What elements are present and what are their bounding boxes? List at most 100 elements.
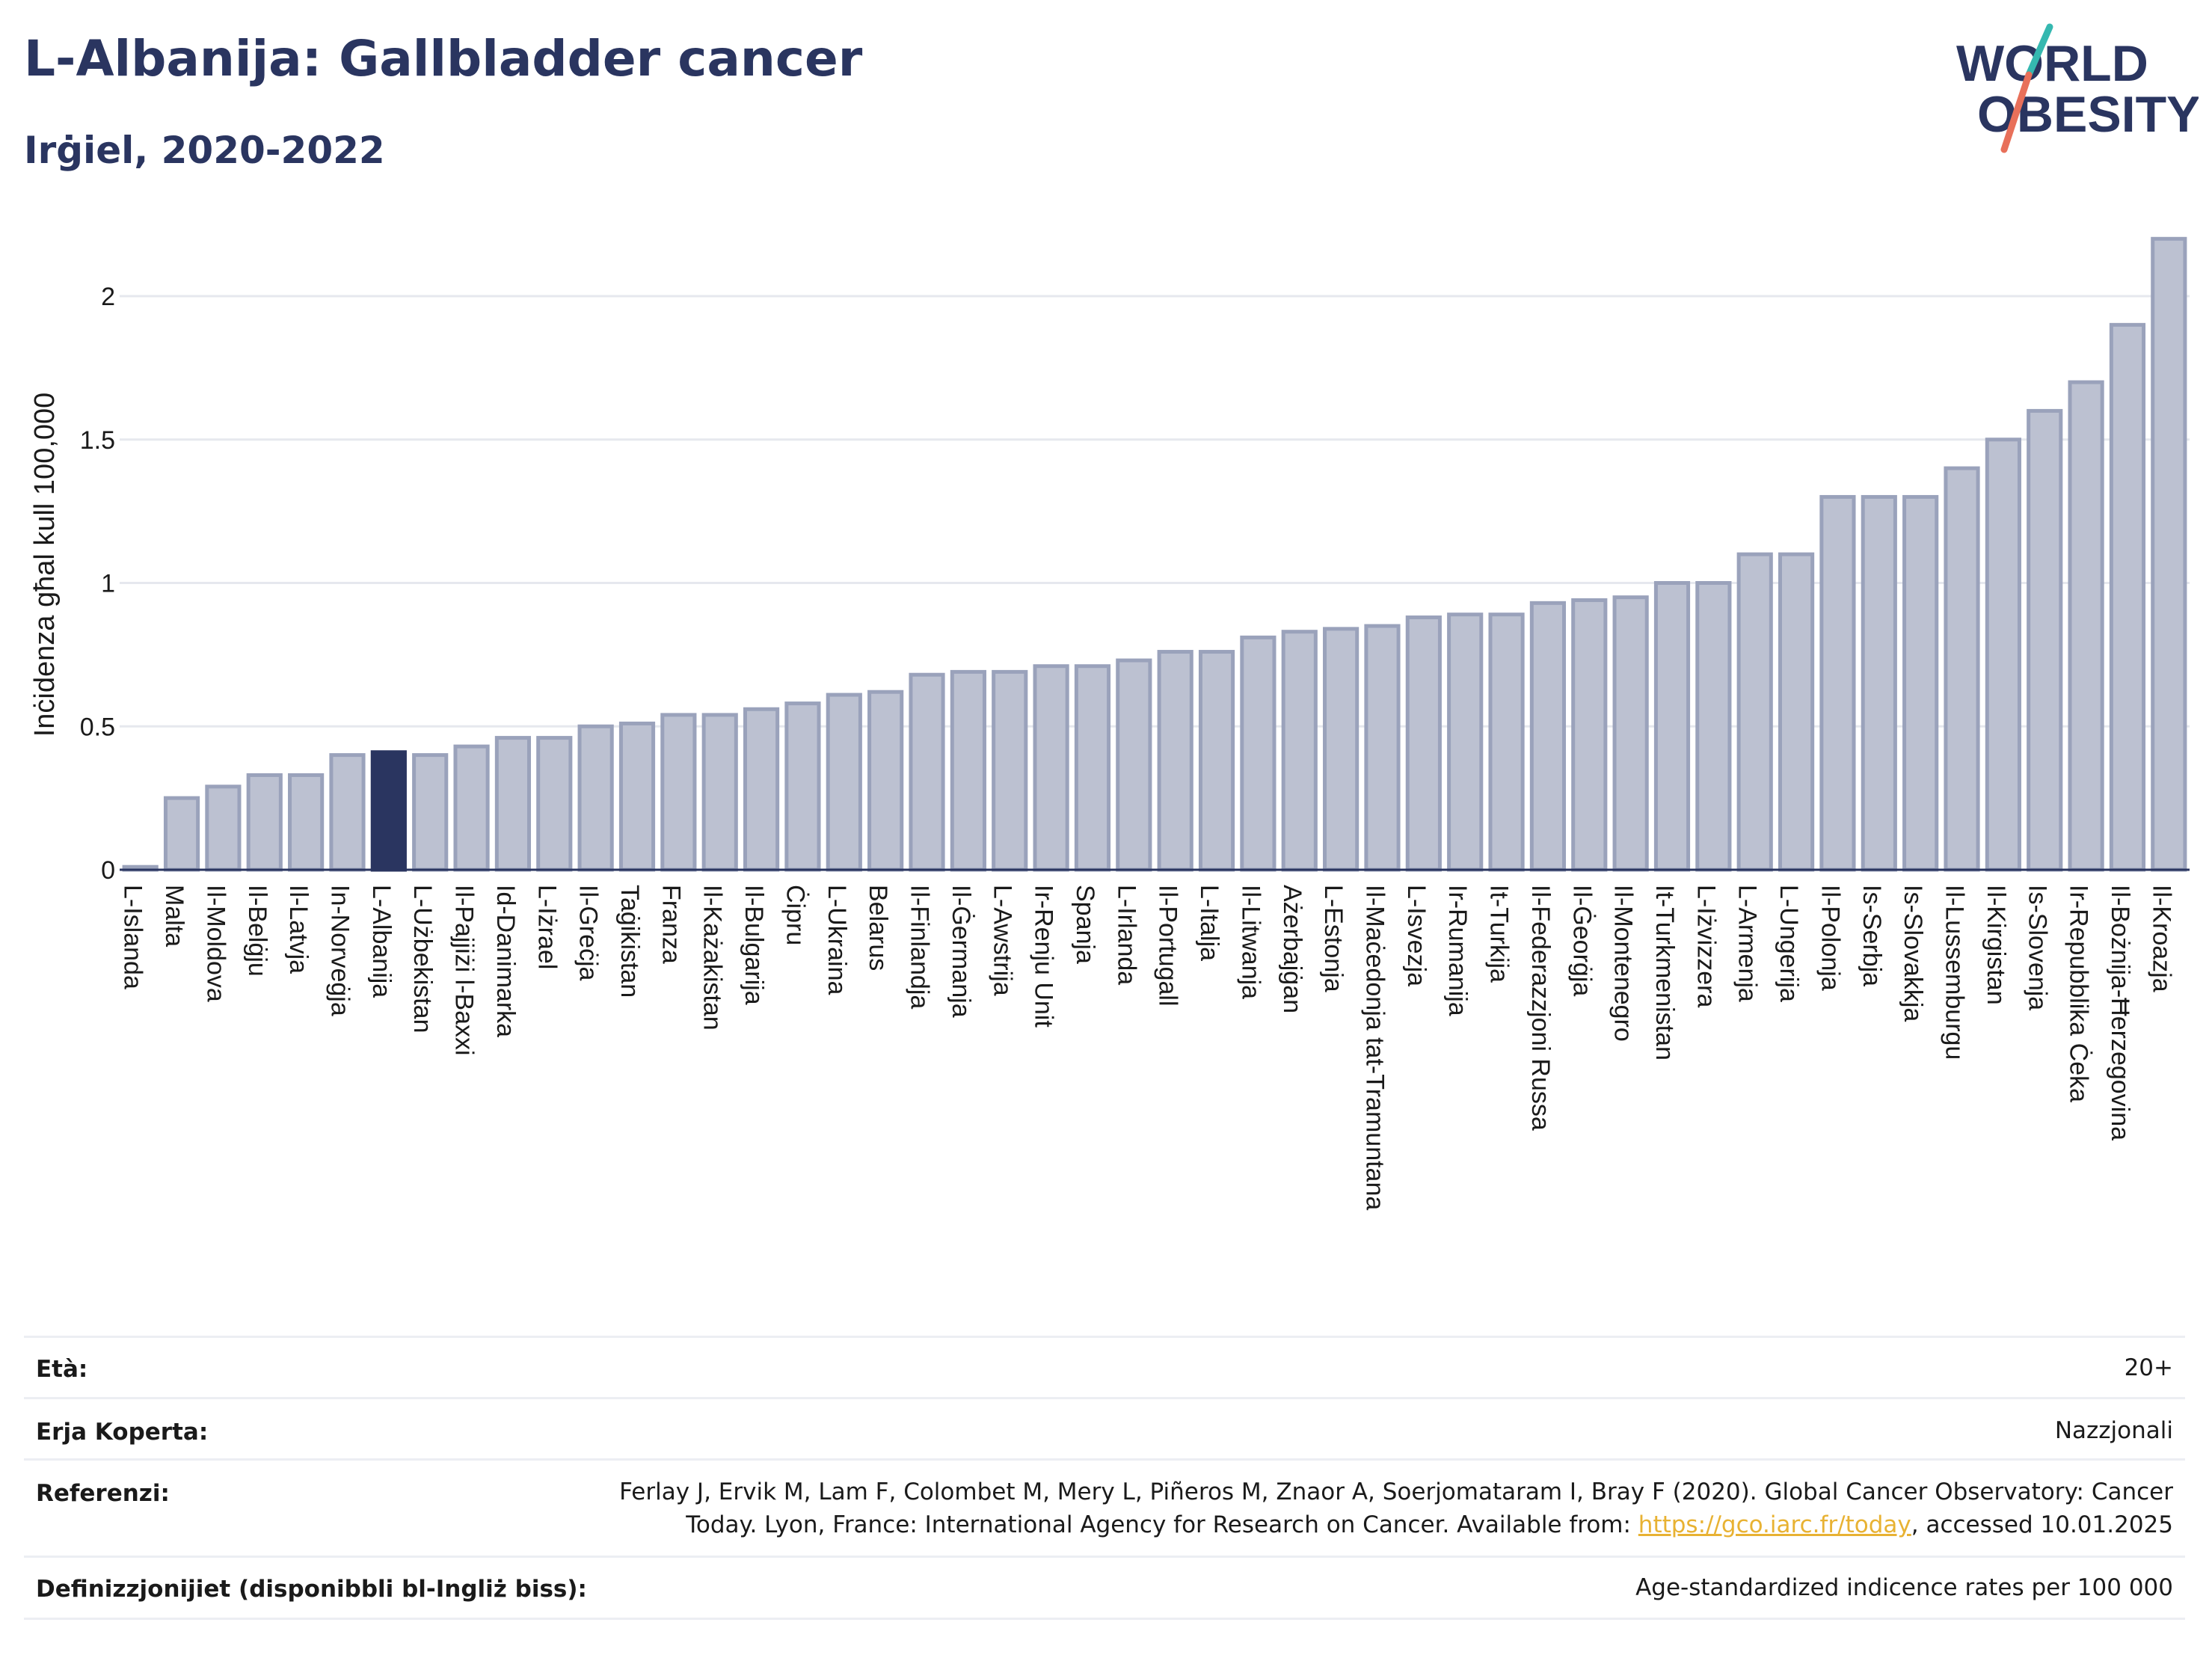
world-obesity-logo: WORLD OBESITY [1956,23,2199,153]
x-tick-label: Is-Serbja [1858,885,1886,986]
bar [577,724,614,872]
bar [1571,598,1608,872]
x-tick-label: Il-Montenegro [1609,885,1638,1042]
x-tick-label: Id-Danimarka [491,885,520,1037]
bar [1695,581,1732,872]
bar [205,784,242,872]
bar [246,773,283,872]
coverage-label: Erja Koperta: [36,1419,209,1446]
x-tick-label: Il-Pajjiżi l-Baxxi [450,885,479,1056]
meta-row-coverage: Erja Koperta: Nazzjonali [24,1397,2185,1459]
bar [494,736,532,872]
x-tick-label: Ir-Rumanija [1443,885,1472,1016]
bar [1033,664,1069,872]
y-tick-label: 1 [101,570,115,598]
bar [1736,552,1773,872]
x-tick-label: L-Iżrael [532,885,561,969]
bar [784,701,821,872]
x-tick-label: Il-Maċedonja tat-Tramuntana [1360,885,1389,1210]
x-tick-labels: L-Islanda Malta Il-Moldova Il-Belġju Il-Latv… [119,885,2176,1210]
reference-value: Ferlay J, Ervik M, Lam F, Colombet M, Me… [619,1476,2173,1541]
bar [1323,627,1360,872]
x-tick-label: Il-Finlandja [906,885,934,1009]
definitions-value: Age-standardized indicence rates per 100… [1635,1574,2173,1601]
bar [660,713,697,872]
reference-line2: Today. Lyon, France: International Agenc… [686,1511,2173,1538]
bar [453,744,490,872]
x-tick-label: Il-Ġeorġja [1567,885,1596,996]
x-tick-label: L-Italja [1195,885,1223,961]
x-tick-label: Il-Ġermanja [947,885,975,1018]
bar [1074,664,1111,872]
x-tick-label: Il-Moldova [201,885,230,1002]
x-tick-label: Ir-Repubblika Ċeka [2065,885,2093,1102]
bars [122,236,2187,872]
bar [1944,466,1980,872]
bar [1653,581,1691,872]
x-tick-label: Il-Kroazja [2147,885,2175,992]
x-tick-label: Il-Polonja [1816,885,1844,991]
bar [1364,624,1401,872]
x-tick-label: L-Albanija [367,885,396,998]
x-tick-label: L-Iżvizzera [1692,885,1720,1007]
x-tick-label: L-Ungerija [1775,885,1803,1002]
bar [1861,494,1897,872]
bar [1985,437,2021,872]
x-tick-label: Il-Latvja [284,885,313,974]
bar [743,707,780,872]
logo-slash-teal [2025,23,2053,79]
bar [329,753,366,872]
x-tick-label: It-Turkija [1485,885,1514,983]
x-tick-label: Ċipru [781,885,809,945]
y-axis-label: Inċidenza għal kull 100,000 [29,393,61,737]
bar [163,796,200,872]
y-tick-labels: 0 0.5 1 1.5 2 [80,283,115,885]
bar [909,672,945,872]
bar [1281,630,1318,872]
bar [1612,595,1649,872]
reference-line1: Ferlay J, Ervik M, Lam F, Colombet M, Me… [619,1479,2173,1505]
definitions-label: Definizzjonijiet (disponibbli bl-Ingliż … [36,1576,587,1603]
bar [867,690,904,872]
bar [618,721,656,872]
x-tick-label: Il-Federazzjoni Russa [1526,885,1555,1131]
bar-highlighted [370,750,407,872]
bar [536,736,573,872]
x-tick-label: L-Armenja [1733,885,1762,1002]
x-tick-label: Il-Bulgarija [740,885,768,1005]
x-tick-label: Il-Portugall [1154,885,1182,1007]
logo-slash-coral [2000,71,2033,153]
bar [2027,408,2063,872]
bar [1405,615,1442,872]
meta-row-definitions: Definizzjonijiet (disponibbli bl-Ingliż … [24,1556,2185,1620]
reference-link[interactable]: https://gco.iarc.fr/today [1638,1511,1911,1538]
x-tick-label: Ażerbajġan [1278,885,1306,1013]
bar [1157,650,1193,872]
meta-row-age: Età: 20+ [24,1336,2185,1398]
bar [1240,635,1276,872]
x-tick-label: Belarus [864,885,892,971]
x-tick-label: Franza [657,885,685,964]
x-tick-label: Il-Litwanja [1236,885,1265,999]
x-tick-label: Il-Belġju [243,885,271,977]
chart-subtitle: Irġiel, 2020-2022 [24,129,385,172]
x-tick-label: In-Norveġja [325,885,354,1016]
x-tick-label: Il-Każakistan [698,885,727,1031]
bar-chart: 0 0.5 1 1.5 2 L-Islanda Malta Il-Moldova Il-Bel… [29,236,2190,1210]
bar [701,713,738,872]
chart-title: L-Albanija: Gallbladder cancer [24,30,863,87]
x-tick-label: Spanja [1071,885,1099,964]
x-tick-label: L-Ukraina [823,885,851,995]
bar [2151,236,2187,872]
bar [950,669,986,872]
logo-line1: WORLD [1956,35,2148,92]
bar [1488,612,1525,872]
bar [1778,552,1815,872]
bar [1116,658,1152,872]
bar [1198,650,1235,872]
bar [1447,612,1484,872]
bar [1819,494,1856,872]
x-tick-label: L-Estonja [1319,885,1348,992]
x-tick-label: Malta [160,885,188,947]
meta-row-reference: Referenzi: Ferlay J, Ervik M, Lam F, Col… [24,1458,2185,1556]
